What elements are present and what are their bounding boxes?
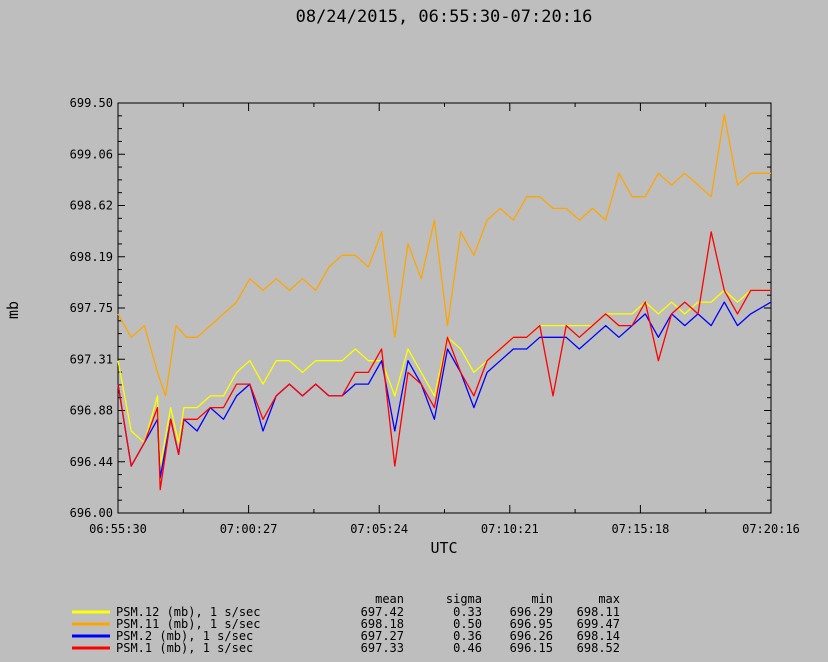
legend-value-mean: 697.42 xyxy=(361,605,404,619)
legend-entry-name: PSM.12 (mb), 1 s/sec xyxy=(116,605,261,619)
y-tick-label: 697.75 xyxy=(70,301,113,315)
legend-value-min: 696.26 xyxy=(510,629,553,643)
legend-header-mean: mean xyxy=(375,592,404,606)
legend-entry-name: PSM.11 (mb), 1 s/sec xyxy=(116,617,261,631)
legend-header-min: min xyxy=(531,592,553,606)
chart-title: 08/24/2015, 06:55:30-07:20:16 xyxy=(296,7,593,27)
y-tick-label: 699.06 xyxy=(70,147,113,161)
legend-value-min: 696.15 xyxy=(510,641,553,655)
x-tick-label: 07:05:24 xyxy=(350,522,408,536)
x-axis: 06:55:30 07:00:27 07:05:24 07:10:21 07:15:18… xyxy=(89,103,800,536)
legend-value-sigma: 0.50 xyxy=(453,617,482,631)
series-line-psm-11 xyxy=(117,114,771,397)
y-tick-label: 697.31 xyxy=(70,352,113,366)
x-axis-label: UTC xyxy=(430,539,457,557)
legend-value-sigma: 0.33 xyxy=(453,605,482,619)
x-tick-label: 07:15:18 xyxy=(612,522,670,536)
legend-value-sigma: 0.36 xyxy=(453,629,482,643)
y-tick-label: 699.50 xyxy=(70,96,113,110)
y-tick-label: 696.88 xyxy=(70,404,113,418)
legend-value-max: 698.52 xyxy=(577,641,620,655)
legend: mean sigma min max PSM.12 (mb), 1 s/sec 697.4… xyxy=(72,592,620,655)
x-tick-label: 07:20:16 xyxy=(742,522,800,536)
y-axis-label: mb xyxy=(4,301,22,319)
legend-value-mean: 697.27 xyxy=(361,629,404,643)
legend-value-mean: 697.33 xyxy=(361,641,404,655)
legend-value-min: 696.29 xyxy=(510,605,553,619)
legend-entry-name: PSM.1 (mb), 1 s/sec xyxy=(116,641,253,655)
y-tick-label: 698.62 xyxy=(70,199,113,213)
y-tick-label: 696.00 xyxy=(70,506,113,520)
legend-value-max: 698.14 xyxy=(577,629,620,643)
legend-value-sigma: 0.46 xyxy=(453,641,482,655)
y-tick-label: 696.44 xyxy=(70,455,113,469)
series-line-psm-1 xyxy=(117,231,771,491)
plot-area xyxy=(117,102,772,514)
x-tick-label: 07:00:27 xyxy=(220,522,278,536)
y-axis: 696.00 696.44 696.88 697.31 697.75 698.19 698.… xyxy=(70,96,771,520)
series-line-psm-2 xyxy=(117,301,772,479)
series-line-psm-12 xyxy=(117,289,771,467)
y-tick-label: 698.19 xyxy=(70,250,113,264)
x-tick-label: 06:55:30 xyxy=(89,522,147,536)
legend-entry-name: PSM.2 (mb), 1 s/sec xyxy=(116,629,253,643)
x-tick-label: 07:10:21 xyxy=(481,522,539,536)
legend-value-min: 696.95 xyxy=(510,617,553,631)
legend-value-max: 698.11 xyxy=(577,605,620,619)
series-lines xyxy=(117,114,772,491)
legend-value-mean: 698.18 xyxy=(361,617,404,631)
legend-value-max: 699.47 xyxy=(577,617,620,631)
legend-header-max: max xyxy=(598,592,620,606)
legend-header-sigma: sigma xyxy=(446,592,482,606)
